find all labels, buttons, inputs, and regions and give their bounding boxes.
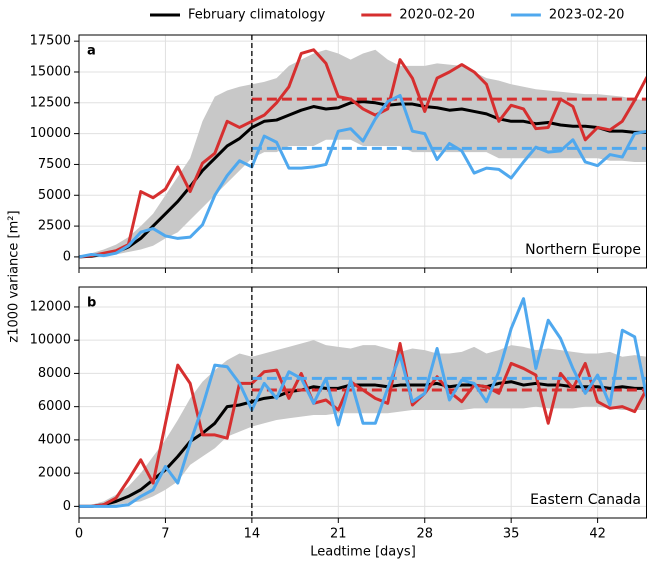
y-tick-label: 8000 — [38, 366, 71, 381]
y-tick-label: 0 — [63, 249, 71, 264]
panel-label: a — [87, 44, 96, 59]
x-tick-label: 28 — [416, 527, 433, 542]
y-axis-label: z1000 variance [m²] — [7, 210, 22, 342]
region-label: Northern Europe — [525, 242, 641, 258]
y-tick-label: 2000 — [38, 466, 71, 481]
spread-band — [79, 49, 647, 257]
series-line — [79, 297, 647, 508]
panel: 0 2500 5000 7500 10000 12500 15000 17500 a Northe… — [7, 34, 647, 343]
y-tick-label: 12000 — [30, 299, 71, 314]
legend-label: 2020-02-20 — [399, 8, 475, 23]
x-tick-label: 0 — [75, 527, 83, 542]
x-tick-label: 35 — [503, 527, 520, 542]
region-label: Eastern Canada — [530, 492, 641, 508]
y-tick-label: 12500 — [30, 95, 71, 110]
panel-label: b — [87, 296, 96, 311]
y-tick-label: 10000 — [30, 126, 71, 141]
x-tick-label: 14 — [244, 527, 261, 542]
y-tick-label: 4000 — [38, 432, 71, 447]
x-axis-label: Leadtime [days] — [310, 545, 416, 560]
plot-area — [79, 48, 647, 259]
legend-label: 2023-02-20 — [549, 8, 625, 23]
x-tick-label: 21 — [330, 527, 347, 542]
y-tick-label: 2500 — [38, 219, 71, 234]
y-tick-label: 6000 — [38, 399, 71, 414]
series-line — [79, 48, 647, 259]
legend-label: February climatology — [188, 8, 326, 23]
y-tick-label: 10000 — [30, 333, 71, 348]
x-tick-label: 42 — [589, 527, 606, 542]
panel: 0 7 14 21 28 35 42 0 2000 4000 6000 8000 10000 12000 b… — [30, 286, 647, 560]
y-tick-label: 5000 — [38, 188, 71, 203]
x-tick-label: 7 — [161, 527, 169, 542]
series-line — [79, 93, 647, 259]
y-tick-label: 7500 — [38, 157, 71, 172]
series-line — [79, 380, 647, 508]
y-tick-label: 17500 — [30, 34, 71, 49]
series-line — [79, 100, 647, 259]
y-tick-label: 0 — [63, 499, 71, 514]
y-tick-label: 15000 — [30, 64, 71, 79]
plot-area — [79, 297, 647, 508]
